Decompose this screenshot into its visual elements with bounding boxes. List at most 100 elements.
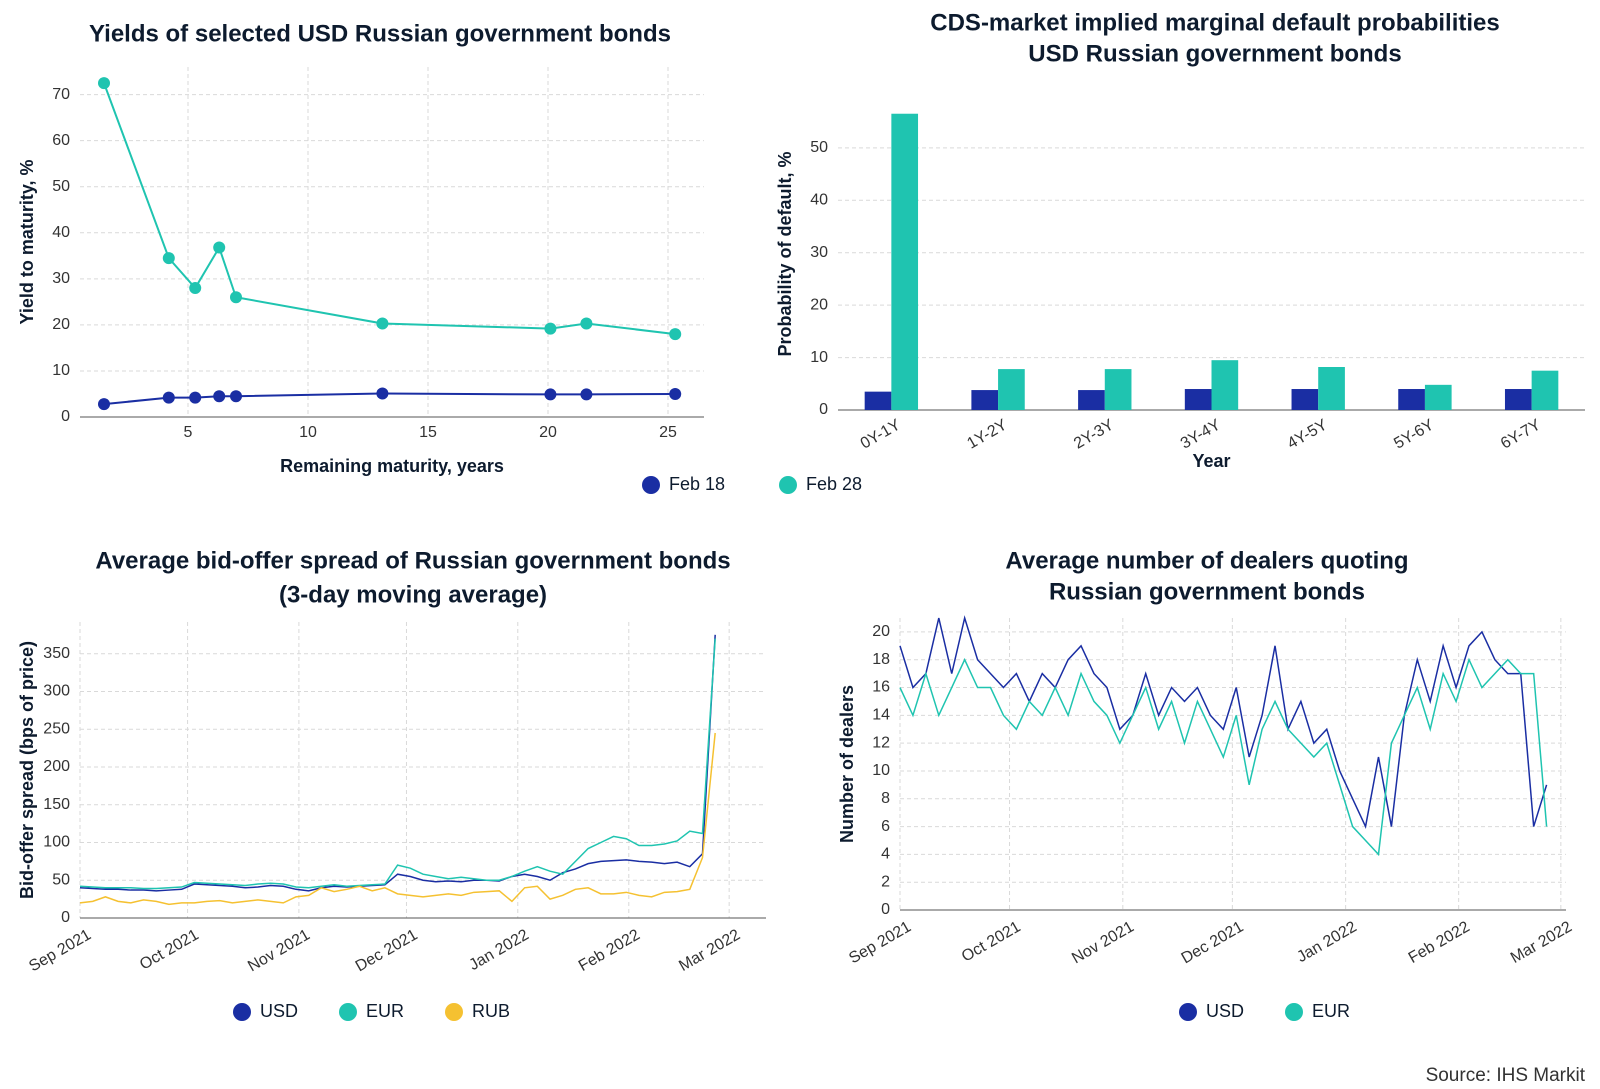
series-line [899,615,1548,830]
y-tick-label: 50 [810,139,828,156]
y-tick-label: 50 [52,871,70,888]
y-tick-label: 60 [52,132,70,149]
y-tick-label: 300 [43,683,70,700]
y-tick-label: 250 [43,720,70,737]
x-tick-label: 15 [419,424,437,441]
y-tick-label: 350 [43,645,70,662]
y-axis-label: Bid-offer spread (bps of price) [17,641,37,899]
legend-label: USD [1206,1001,1244,1021]
data-point [98,77,110,90]
x-tick-label: 5Y-6Y [1391,416,1437,452]
y-tick-label: 6 [881,818,890,835]
x-tick-label: 0Y-1Y [858,416,904,452]
x-tick-label: Nov 2021 [245,926,313,975]
x-tick-label: Dec 2021 [1179,918,1247,967]
x-axis-label: Year [1192,451,1230,471]
y-tick-label: 0 [819,401,828,418]
x-tick-label: Sep 2021 [846,918,914,967]
data-point [544,322,557,335]
y-tick-label: 20 [810,296,828,313]
source-note: Source: IHS Markit [1426,1065,1586,1086]
legend-label: EUR [366,1001,404,1021]
series-line [79,638,716,890]
legend-marker [445,1003,463,1021]
chart-title: (3-day moving average) [279,581,547,608]
y-tick-label: 4 [881,846,890,863]
data-point [580,317,593,330]
legend-label: RUB [472,1001,510,1021]
data-point [189,391,202,404]
legend-label: USD [260,1001,298,1021]
bar [1184,389,1212,410]
y-tick-label: 14 [872,707,890,724]
series-line [79,634,716,892]
legend-marker [779,476,797,494]
chart-title: Average bid-offer spread of Russian gove… [95,547,730,574]
data-point [213,241,226,254]
x-tick-label: Oct 2021 [959,918,1024,965]
x-tick-label: Jan 2022 [466,926,532,974]
bar [1291,389,1319,410]
bar [1531,370,1559,410]
x-tick-label: Nov 2021 [1069,918,1137,967]
y-tick-label: 18 [872,651,890,668]
y-tick-label: 30 [52,270,70,287]
bar [971,390,999,410]
legend-marker [233,1003,251,1021]
data-point [213,390,226,403]
data-point [189,282,202,295]
data-point [669,328,682,341]
y-tick-label: 0 [61,909,70,926]
legend-label: Feb 18 [669,474,725,494]
bar [998,369,1025,410]
series-line [79,732,716,906]
bar [1318,367,1345,410]
data-point [230,291,242,304]
x-tick-label: 20 [539,424,557,441]
y-tick-label: 10 [872,762,890,779]
x-tick-label: Feb 2022 [1406,918,1473,967]
data-point [669,387,682,400]
data-point [376,387,389,400]
x-tick-label: 4Y-5Y [1285,416,1331,452]
y-tick-label: 16 [872,679,890,696]
y-axis-label: Yield to maturity, % [17,159,37,324]
y-tick-label: 12 [872,734,890,751]
x-tick-label: Oct 2021 [137,926,202,973]
x-tick-label: 3Y-4Y [1178,416,1224,452]
legend-marker [1285,1003,1303,1021]
x-tick-label: Sep 2021 [26,926,94,975]
x-tick-label: Mar 2022 [1508,918,1575,967]
series-line [899,657,1548,857]
y-tick-label: 70 [52,86,70,103]
legend-marker [1179,1003,1197,1021]
bar [864,391,892,410]
bar [1078,390,1105,410]
x-tick-label: 2Y-3Y [1071,416,1117,452]
x-tick-label: Feb 2022 [576,926,643,975]
y-tick-label: 10 [52,362,70,379]
y-tick-label: 0 [881,901,890,918]
y-tick-label: 30 [810,244,828,261]
data-point [544,388,557,401]
chart-title: Average number of dealers quoting [1005,547,1408,574]
chart-title: Russian government bonds [1049,578,1365,605]
y-tick-label: 20 [872,623,890,640]
x-tick-label: Jan 2022 [1294,918,1360,966]
data-point [162,252,175,265]
y-tick-label: 20 [52,316,70,333]
bar [1504,389,1532,410]
data-point [98,398,110,411]
legend-label: Feb 28 [806,474,862,494]
y-axis-label: Number of dealers [837,685,857,843]
x-tick-label: Dec 2021 [353,926,421,975]
x-axis-label: Remaining maturity, years [280,456,504,476]
y-axis-label: Probability of default, % [775,151,795,356]
bar [1424,384,1452,410]
y-tick-label: 0 [61,408,70,425]
y-tick-label: 8 [881,790,890,807]
data-point [376,317,389,330]
x-tick-label: Mar 2022 [676,926,743,975]
bar [1104,369,1132,410]
